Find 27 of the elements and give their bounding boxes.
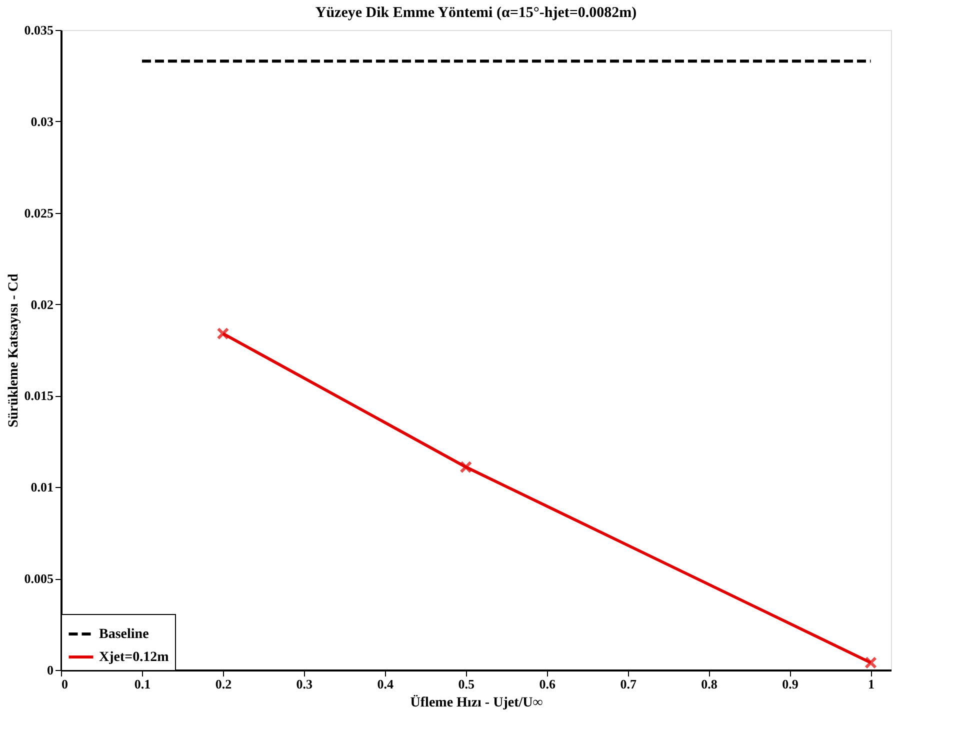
x-tick-label: 0.5 bbox=[458, 676, 476, 692]
y-tick-label: 0.035 bbox=[24, 22, 54, 38]
x-tick-label: 0.8 bbox=[701, 676, 718, 692]
x-tick-label: 0.3 bbox=[296, 676, 314, 692]
x-tick-label: 0.1 bbox=[134, 676, 151, 692]
x-tick-label: 0.7 bbox=[620, 676, 637, 692]
point bbox=[864, 656, 877, 669]
x-tick-label: 0 bbox=[62, 676, 68, 692]
y-tick-label: 0.03 bbox=[30, 114, 54, 129]
x-tick-label: 0.6 bbox=[539, 676, 556, 692]
chart-title: Yüzeye Dik Emme Yöntemi (α=15°-hjet=0.0082m) bbox=[315, 5, 637, 21]
point bbox=[216, 327, 230, 340]
x-tick-label: 0.9 bbox=[782, 676, 799, 692]
y-tick-label: 0.02 bbox=[30, 296, 54, 312]
y-tick-label: 0 bbox=[47, 662, 54, 678]
y-tick-label: 0.015 bbox=[24, 388, 54, 404]
y-axis-title: Sürükleme Katsayısı - Cd bbox=[6, 273, 22, 428]
x-tick-label: 0.4 bbox=[377, 676, 394, 692]
x-axis-title: Üfleme Hızı - Ujet/U∞ bbox=[410, 694, 543, 710]
point bbox=[460, 460, 472, 474]
legend-label: Baseline bbox=[99, 627, 149, 642]
x-tick-label: 0.2 bbox=[215, 676, 232, 692]
legend-label: Xjet=0.12m bbox=[99, 650, 170, 665]
y-tick-label: 0.005 bbox=[24, 571, 54, 586]
y-tick-label: 0.01 bbox=[30, 480, 54, 495]
x-tick-label: 1 bbox=[868, 676, 875, 692]
y-tick-label: 0.025 bbox=[24, 205, 54, 220]
